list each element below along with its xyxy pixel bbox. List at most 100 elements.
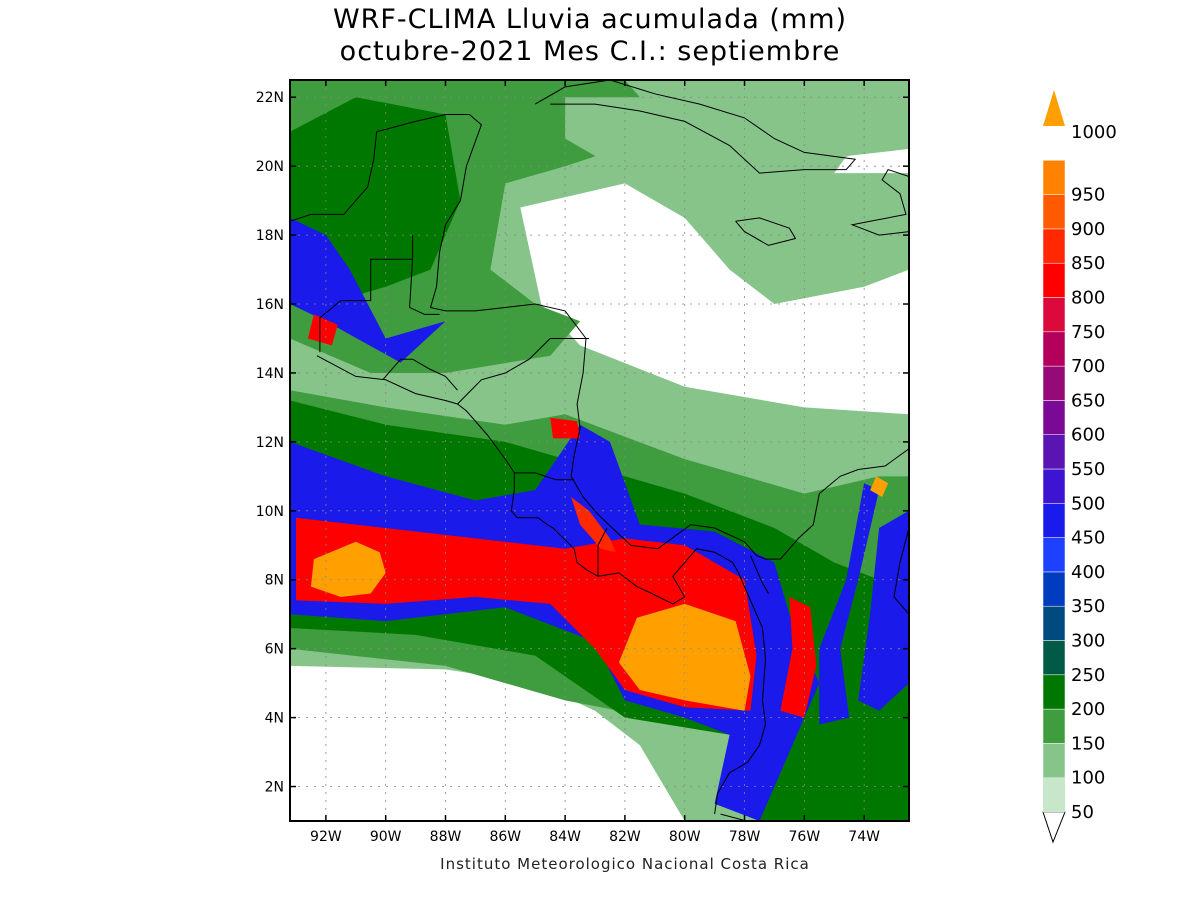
lat-tick-label: 8N <box>265 573 284 589</box>
colorbar-label: 1000 <box>1071 122 1117 143</box>
latitude-axis: 2N 4N 6N 8N 10N 12N 14N 16N 18N 20N 22N <box>256 90 909 796</box>
colorbar-label: 200 <box>1071 699 1105 720</box>
lat-tick-label: 2N <box>265 780 284 796</box>
rain-region <box>565 97 865 184</box>
rain-region <box>505 355 909 477</box>
colorbar-swatch <box>1042 160 1066 195</box>
colorbar-label: 350 <box>1071 596 1105 617</box>
lat-tick-label: 22N <box>256 90 284 106</box>
lon-tick-label: 84W <box>549 829 581 845</box>
lat-tick-label: 10N <box>256 504 284 520</box>
coastline <box>409 259 440 315</box>
lon-tick-label: 92W <box>310 829 342 845</box>
lon-tick-label: 90W <box>370 829 402 845</box>
lat-tick-label: 14N <box>256 366 284 382</box>
colorbar-swatch <box>1042 571 1066 607</box>
dry-region <box>520 183 909 415</box>
chart-title-line-1: WRF-CLIMA Lluvia acumulada (mm) <box>332 4 848 35</box>
colorbar-label: 750 <box>1071 322 1105 343</box>
colorbar-label: 100 <box>1071 768 1105 789</box>
coastline <box>597 527 608 577</box>
colorbar-label: 50 <box>1071 802 1094 823</box>
coastline <box>893 527 909 615</box>
colorbar-label: 850 <box>1071 253 1105 274</box>
lat-tick-label: 6N <box>265 642 284 658</box>
colorbar-label: 450 <box>1071 528 1105 549</box>
colorbar-swatch <box>1042 297 1066 333</box>
map-gridlines <box>290 80 909 821</box>
colorbar-swatch <box>1042 537 1066 573</box>
coastlines-borders <box>290 80 909 821</box>
colorbar-label: 900 <box>1071 219 1105 240</box>
rain-region <box>870 476 889 497</box>
lat-tick-label: 16N <box>256 297 284 313</box>
lat-tick-label: 20N <box>256 159 284 175</box>
colorbar-swatch <box>1042 365 1066 401</box>
map-frame <box>289 79 910 822</box>
colorbar-swatch <box>1042 503 1066 538</box>
colorbar-legend: 50 100 150 200 250 300 350 400 450 500 550 600 650 70… <box>1042 90 1117 844</box>
coastline <box>382 358 458 391</box>
colorbar-swatch <box>1042 331 1066 367</box>
colorbar-swatch <box>1043 777 1065 812</box>
coastline <box>735 217 797 246</box>
coastline <box>514 472 575 481</box>
colorbar-swatch <box>1042 228 1066 264</box>
lon-tick-label: 80W <box>669 829 701 845</box>
colorbar-label: 500 <box>1071 493 1105 514</box>
coastline <box>316 355 767 815</box>
colorbar-label: 800 <box>1071 288 1105 309</box>
chart-title-line-2: octubre-2021 Mes C.I.: septiembre <box>339 36 841 67</box>
colorbar-swatch <box>1042 434 1066 470</box>
rain-region <box>819 483 880 725</box>
coastline <box>534 80 857 174</box>
lon-tick-label: 78W <box>729 829 761 845</box>
colorbar-label: 600 <box>1071 425 1105 446</box>
colorbar-swatch <box>1042 194 1066 230</box>
colorbar-label: 250 <box>1071 665 1105 686</box>
colorbar-swatch <box>1042 640 1066 676</box>
colorbar-label: 150 <box>1071 733 1105 754</box>
lon-tick-label: 82W <box>609 829 641 845</box>
rain-region <box>550 417 581 439</box>
dry-region <box>290 665 685 821</box>
colorbar-swatch <box>1042 468 1066 504</box>
lat-tick-label: 18N <box>256 228 284 244</box>
colorbar-label: 550 <box>1071 459 1105 480</box>
rain-region <box>310 541 386 597</box>
lon-tick-label: 76W <box>789 829 821 845</box>
colorbar-label: 700 <box>1071 356 1105 377</box>
lon-tick-label: 74W <box>848 829 880 845</box>
rain-region <box>290 217 446 363</box>
coastline <box>720 813 805 821</box>
colorbar-top-arrow <box>1043 90 1065 126</box>
colorbar-label: 300 <box>1071 631 1105 652</box>
coastline <box>290 114 909 560</box>
colorbar-swatch <box>1042 674 1066 710</box>
colorbar-swatch <box>1042 605 1066 641</box>
rain-region <box>780 597 817 718</box>
longitude-axis: 92W 90W 88W 86W 84W 82W 80W 78W 76W 74W <box>310 80 880 845</box>
coastline <box>750 555 769 594</box>
coastline <box>457 338 589 405</box>
lon-tick-label: 86W <box>489 829 521 845</box>
colorbar-swatch <box>1042 262 1066 298</box>
lat-tick-label: 4N <box>265 711 284 727</box>
rain-region <box>571 497 616 553</box>
coastline <box>850 168 909 236</box>
rainfall-field <box>290 80 909 821</box>
colorbar-bottom-tip <box>1042 811 1066 844</box>
lat-tick-label: 12N <box>256 435 284 451</box>
lon-tick-label: 88W <box>430 829 462 845</box>
colorbar-swatch <box>1042 400 1066 435</box>
colorbar-swatch <box>1042 708 1066 744</box>
colorbar-label: 950 <box>1071 185 1105 206</box>
credit-text: Instituto Meteorologico Nacional Costa R… <box>440 855 810 873</box>
rain-region <box>290 424 820 821</box>
colorbar-label: 650 <box>1071 390 1105 411</box>
colorbar-label: 400 <box>1071 562 1105 583</box>
colorbar-swatch <box>1042 743 1066 778</box>
rain-region <box>307 314 338 346</box>
rain-region <box>858 510 909 711</box>
